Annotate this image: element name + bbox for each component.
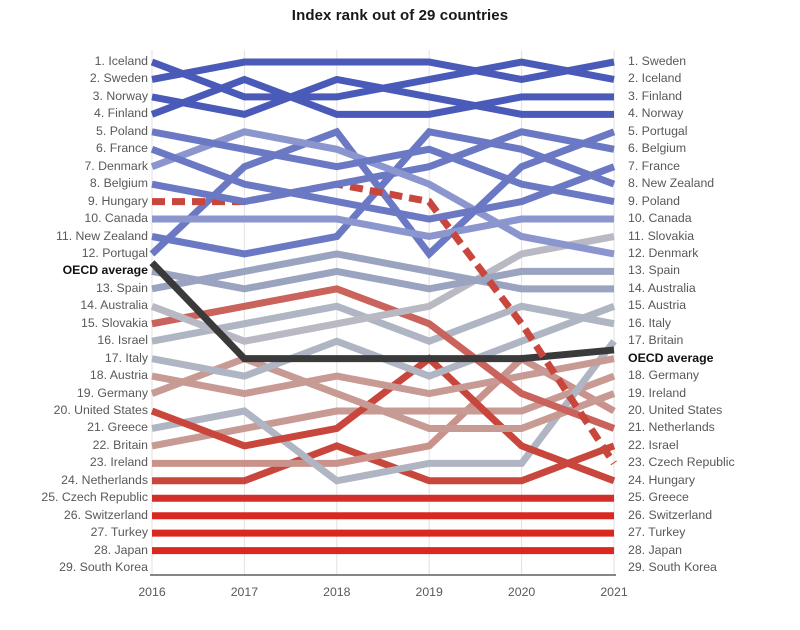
- series-line-germany[interactable]: [151, 355, 615, 398]
- left-axis-label-3-norway: 3. Norway: [92, 88, 148, 103]
- left-axis-label-1-iceland: 1. Iceland: [94, 54, 148, 68]
- right-axis-label-12-denmark: 12. Denmark: [628, 245, 699, 260]
- right-axis-label-9-poland: 9. Poland: [628, 193, 680, 208]
- left-axis-label-11-new-zealand: 11. New Zealand: [55, 228, 148, 243]
- right-axis-label-24-hungary: 24. Hungary: [628, 472, 695, 487]
- x-tick-label-2021: 2021: [600, 585, 628, 599]
- right-axis-label-3-finland: 3. Finland: [628, 88, 683, 103]
- left-axis-label-28-japan: 28. Japan: [93, 542, 148, 557]
- left-axis-label-8-belgium: 8. Belgium: [89, 176, 148, 191]
- gridlines: [151, 50, 615, 575]
- left-axis-label-14-australia: 14. Australia: [80, 298, 148, 313]
- right-axis-label-19-ireland: 19. Ireland: [628, 385, 687, 400]
- right-axis-label-4-norway: 4. Norway: [628, 106, 684, 121]
- series-line-czech-republic[interactable]: [152, 442, 616, 485]
- left-axis-label-9-hungary: 9. Hungary: [87, 193, 148, 208]
- right-axis-label-11-slovakia: 11. Slovakia: [628, 228, 695, 243]
- left-axis-label-19-germany: 19. Germany: [76, 385, 148, 400]
- left-axis-label-13-spain: 13. Spain: [96, 280, 148, 295]
- right-axis-label-28-japan: 28. Japan: [628, 542, 683, 557]
- left-axis-label-29-south-korea: 29. South Korea: [59, 560, 148, 575]
- x-tick-label-2018: 2018: [323, 585, 351, 599]
- right-axis-label-7-france: 7. France: [628, 158, 680, 173]
- right-axis-label-18-germany: 18. Germany: [628, 368, 700, 383]
- series-line-spain[interactable]: [151, 267, 614, 293]
- right-axis-label-16-italy: 16. Italy: [628, 315, 672, 330]
- left-axis-label-6-france: 6. France: [96, 141, 148, 156]
- series-line-belgium[interactable]: [151, 128, 615, 206]
- left-axis-label-20-united-states: 20. United States: [53, 403, 148, 417]
- right-axis-label-20-united-states: 20. United States: [628, 403, 723, 417]
- series-line-sweden[interactable]: [151, 58, 615, 84]
- series-line-canada[interactable]: [152, 215, 614, 241]
- series-line-iceland[interactable]: [150, 58, 615, 101]
- right-axis-label-21-netherlands: 21. Netherlands: [628, 420, 715, 435]
- series-line-finland[interactable]: [150, 75, 614, 118]
- left-axis-label-26-switzerland: 26. Switzerland: [63, 507, 148, 522]
- right-axis-label-29-south-korea: 29. South Korea: [628, 560, 717, 575]
- right-axis-label-14-australia: 14. Australia: [628, 280, 696, 295]
- right-axis-label-25-greece: 25. Greece: [628, 490, 689, 505]
- x-tick-label-2019: 2019: [415, 585, 443, 599]
- right-axis-label-2-iceland: 2. Iceland: [628, 71, 682, 86]
- right-axis-label-15-austria: 15. Austria: [628, 298, 687, 313]
- series-line-britain[interactable]: [151, 339, 617, 485]
- right-axis-label-26-switzerland: 26. Switzerland: [628, 507, 713, 522]
- left-axis-label-7-denmark: 7. Denmark: [84, 158, 148, 173]
- left-axis-label-17-italy: 17. Italy: [104, 350, 148, 365]
- series-line-united-states[interactable]: [150, 354, 616, 432]
- right-axis-label-10-canada: 10. Canada: [628, 211, 692, 226]
- left-axis-label-25-czech-republic: 25. Czech Republic: [41, 490, 148, 505]
- series-line-australia[interactable]: [151, 250, 614, 293]
- left-axis-label-5-poland: 5. Poland: [96, 123, 148, 138]
- right-axis-label-13-spain: 13. Spain: [628, 263, 680, 278]
- left-axis-label-22-britain: 22. Britain: [92, 437, 148, 452]
- right-axis-label-23-czech-republic: 23. Czech Republic: [628, 455, 735, 470]
- left-axis-label-2-sweden: 2. Sweden: [89, 71, 148, 86]
- right-axis-label-22-israel: 22. Israel: [628, 437, 679, 452]
- series-line-israel[interactable]: [151, 285, 616, 432]
- series-line-oecd-average[interactable]: [149, 260, 615, 363]
- right-axis-label-oecd-average: OECD average: [628, 350, 714, 365]
- series-line-italy[interactable]: [151, 302, 615, 345]
- series-line-denmark[interactable]: [150, 128, 615, 258]
- left-axis-label-4-finland: 4. Finland: [93, 106, 148, 121]
- right-axis-label-5-portugal: 5. Portugal: [628, 123, 688, 138]
- right-axis-label-6-belgium: 6. Belgium: [628, 141, 687, 156]
- page-title: Index rank out of 29 countries: [291, 7, 509, 24]
- series-lines: [149, 58, 617, 555]
- series-line-hungary[interactable]: [152, 180, 617, 466]
- left-axis-label-10-canada: 10. Canada: [84, 211, 148, 226]
- left-axis-label-23-ireland: 23. Ireland: [89, 455, 148, 470]
- series-line-france[interactable]: [150, 145, 616, 223]
- series-line-greece[interactable]: [150, 354, 616, 485]
- series-line-poland[interactable]: [151, 128, 615, 206]
- right-axis-label-8-new-zealand: 8. New Zealand: [628, 176, 715, 191]
- x-tick-label-2016: 2016: [138, 585, 166, 599]
- left-axis-label-12-portugal: 12. Portugal: [81, 245, 148, 260]
- left-axis-label-18-austria: 18. Austria: [89, 368, 148, 383]
- left-axis-label-16-israel: 16. Israel: [97, 333, 148, 348]
- x-tick-label-2020: 2020: [507, 585, 536, 599]
- series-line-new-zealand[interactable]: [151, 127, 616, 258]
- left-axis-label-oecd-average: OECD average: [62, 263, 148, 278]
- series-line-netherlands[interactable]: [152, 354, 616, 467]
- left-axis-label-24-netherlands: 24. Netherlands: [61, 472, 148, 487]
- right-axis-label-27-turkey: 27. Turkey: [628, 525, 686, 540]
- left-axis-label-15-slovakia: 15. Slovakia: [81, 315, 148, 330]
- left-axis-label-21-greece: 21. Greece: [87, 420, 148, 435]
- right-axis-label-17-britain: 17. Britain: [628, 333, 684, 348]
- series-line-slovakia[interactable]: [150, 233, 615, 345]
- right-axis-label-1-sweden: 1. Sweden: [628, 54, 687, 68]
- x-tick-label-2017: 2017: [230, 585, 259, 599]
- left-axis-label-27-turkey: 27. Turkey: [90, 525, 148, 540]
